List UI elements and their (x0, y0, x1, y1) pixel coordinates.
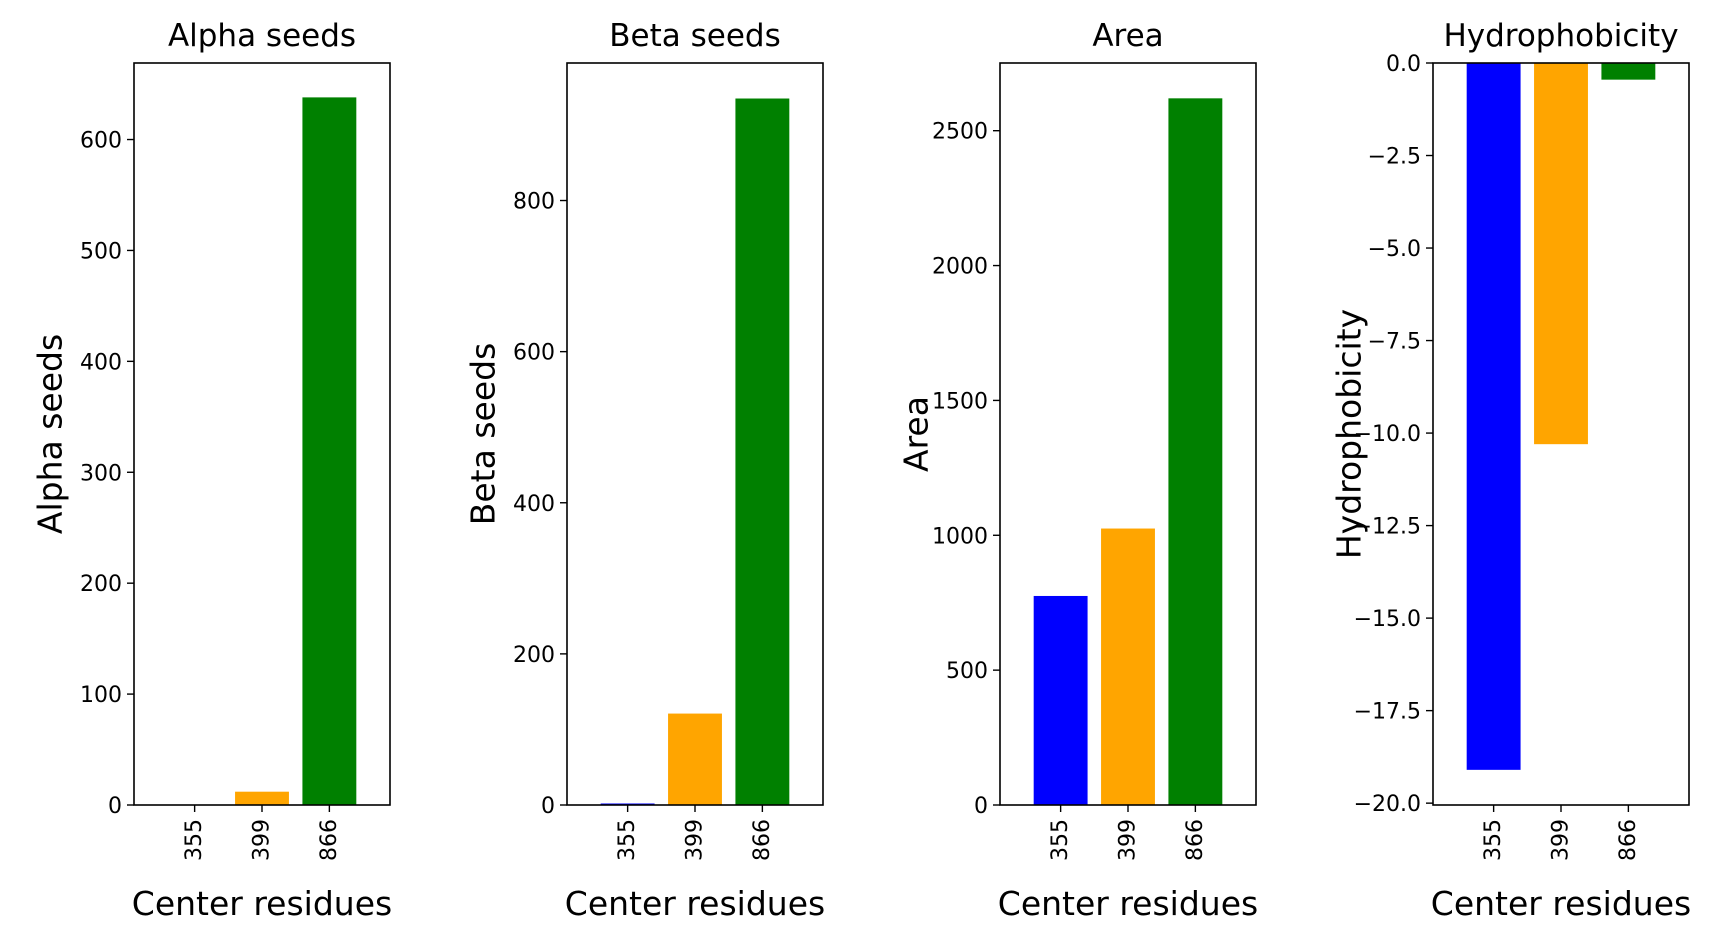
y-tick-label: 2000 (932, 255, 988, 280)
y-axis-label: Area (897, 396, 936, 472)
x-tick-label: 866 (750, 819, 775, 861)
chart-panel-4: 0.0 −2.5 −5.0 −7.5 −10.0 −12.5 −15.0 −17.5 −20.0… (1330, 18, 1692, 923)
y-tick-label: 0.0 (1386, 52, 1421, 77)
y-tick-label: 300 (80, 461, 122, 486)
x-axis-label: Center residues (565, 884, 825, 923)
x-tick-label: 399 (1116, 819, 1141, 861)
bar-399 (235, 791, 289, 805)
y-tick-label: −20.0 (1354, 792, 1421, 817)
y-axis-label: Alpha seeds (31, 334, 70, 534)
bar-399 (1534, 63, 1588, 445)
bar-399 (1101, 528, 1155, 805)
x-tick-label: 399 (250, 819, 275, 861)
chart-title: Beta seeds (609, 18, 780, 54)
y-tick-label: −7.5 (1368, 330, 1421, 355)
y-tick-label: −12.5 (1354, 515, 1421, 540)
y-tick-label: 0 (974, 794, 988, 819)
x-axis-label: Center residues (132, 884, 392, 923)
y-tick-label: 800 (513, 190, 555, 215)
x-axis-label: Center residues (1431, 884, 1691, 923)
x-tick-label: 355 (1481, 819, 1506, 861)
chart-title: Alpha seeds (168, 18, 356, 54)
bar-866 (735, 98, 790, 805)
x-axis-label: Center residues (998, 884, 1258, 923)
y-tick-label: −17.5 (1354, 700, 1421, 725)
y-axis-label: Hydrophobicity (1330, 309, 1369, 559)
y-tick-label: 500 (80, 239, 122, 264)
bar-355 (1466, 63, 1521, 770)
y-tick-label: 0 (108, 794, 122, 819)
x-tick-label: 355 (1048, 819, 1073, 861)
x-tick-label: 866 (317, 819, 342, 861)
chart-title: Area (1092, 18, 1163, 54)
chart-panel-3: 0 500 1000 1500 2000 2500 355 399 866 Area Center … (897, 18, 1259, 923)
y-tick-label: −10.0 (1354, 422, 1421, 447)
y-tick-label: 1500 (932, 389, 988, 414)
chart-panel-2: 0 200 400 600 800 355 399 866 Beta seeds Center r… (464, 18, 826, 923)
y-tick-label: 200 (80, 572, 122, 597)
y-tick-label: 1000 (932, 524, 988, 549)
bar-866 (1168, 98, 1223, 806)
x-tick-label: 399 (683, 819, 708, 861)
bar-866 (302, 97, 357, 805)
bar-399 (668, 713, 722, 805)
bar-355 (1033, 595, 1088, 805)
y-tick-label: −15.0 (1354, 607, 1421, 632)
y-axis-label: Beta seeds (464, 343, 503, 526)
x-tick-label: 355 (182, 819, 207, 861)
y-tick-label: 100 (80, 683, 122, 708)
y-tick-label: 600 (80, 129, 122, 154)
y-tick-label: −2.5 (1368, 145, 1421, 170)
y-tick-label: 600 (513, 341, 555, 366)
x-tick-label: 866 (1183, 819, 1208, 861)
y-tick-label: 200 (513, 643, 555, 668)
y-tick-label: 400 (80, 350, 122, 375)
y-tick-label: 0 (541, 794, 555, 819)
bar-866 (1601, 63, 1656, 80)
y-tick-label: −5.0 (1368, 237, 1421, 262)
chart-panel-1: 0 100 200 300 400 500 600 355 399 866 Alpha seeds C… (31, 18, 393, 923)
y-tick-label: 400 (513, 492, 555, 517)
x-tick-label: 355 (615, 819, 640, 861)
y-tick-label: 2500 (932, 120, 988, 145)
chart-title: Hydrophobicity (1443, 18, 1678, 54)
x-tick-label: 399 (1549, 819, 1574, 861)
y-tick-label: 500 (946, 659, 988, 684)
x-tick-label: 866 (1616, 819, 1641, 861)
